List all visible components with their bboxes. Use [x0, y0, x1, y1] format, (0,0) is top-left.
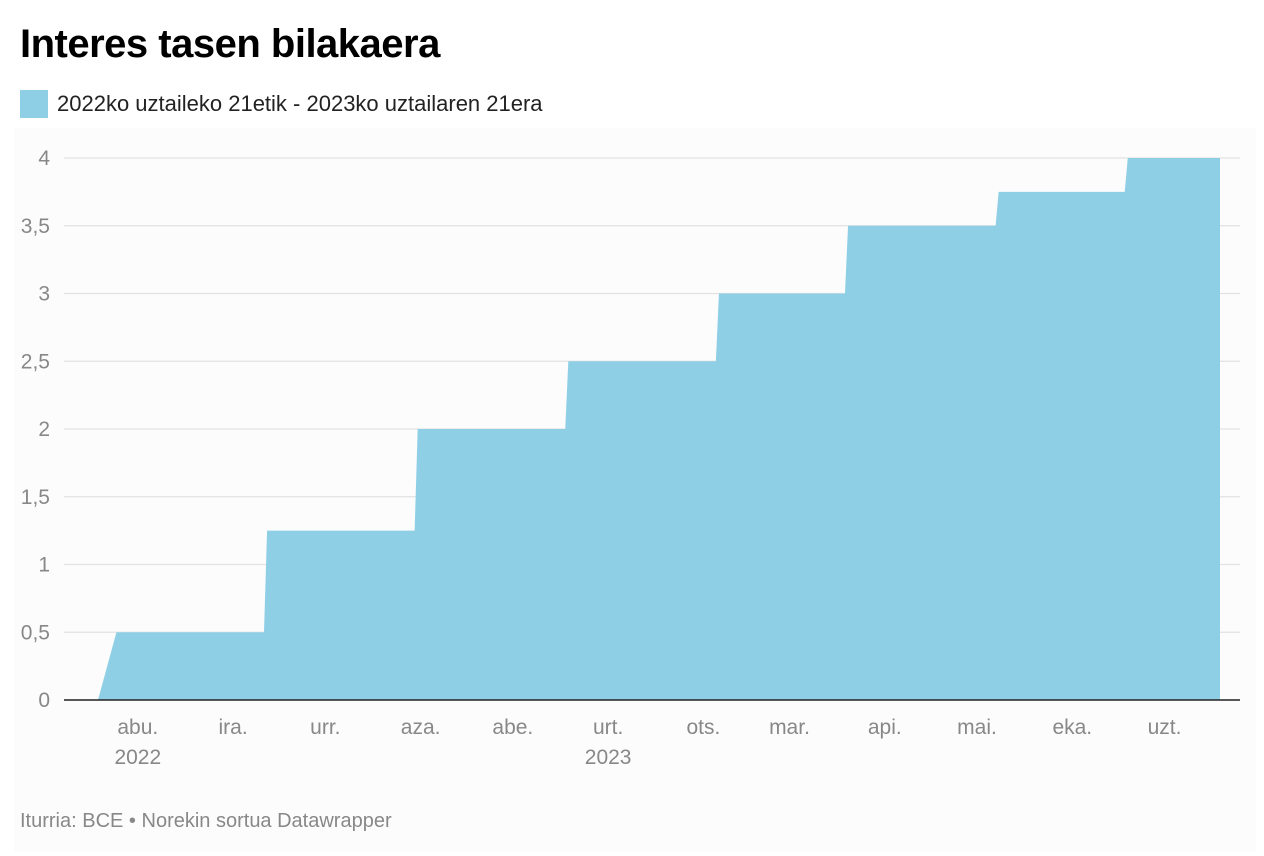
x-tick-label: abe.	[492, 716, 533, 739]
legend-label: 2022ko uztaileko 21etik - 2023ko uztaila…	[57, 91, 543, 116]
y-tick-label: 1	[38, 554, 50, 577]
chart-legend: 2022ko uztaileko 21etik - 2023ko uztaila…	[20, 89, 543, 119]
chart-title: Interes tasen bilakaera	[20, 22, 440, 66]
x-tick-label: abu.	[117, 716, 158, 739]
x-tick-label: eka.	[1052, 716, 1092, 739]
y-tick-label: 3	[38, 283, 50, 306]
x-tick-label: urt.	[593, 716, 623, 739]
legend-swatch	[20, 90, 48, 118]
x-tick-label: aza.	[401, 716, 441, 739]
footer-separator: •	[128, 810, 136, 832]
chart-footer: Iturria: BCE • Norekin sortua Datawrappe…	[20, 810, 392, 833]
y-tick-label: 0,5	[21, 621, 50, 644]
y-tick-label: 0	[38, 689, 50, 712]
series-area	[98, 158, 1220, 700]
y-tick-label: 3,5	[21, 215, 50, 238]
y-tick-label: 2,5	[21, 350, 50, 373]
x-tick-year-label: 2023	[585, 746, 632, 769]
y-tick-label: 4	[38, 147, 50, 170]
x-tick-year-label: 2022	[114, 746, 161, 769]
x-tick-label: mar.	[769, 716, 810, 739]
source-text: Iturria: BCE	[20, 810, 124, 832]
x-tick-label: ots.	[686, 716, 720, 739]
x-tick-label: ira.	[219, 716, 248, 739]
x-tick-label: api.	[868, 716, 902, 739]
x-tick-label: mai.	[957, 716, 997, 739]
y-tick-label: 2	[38, 418, 50, 441]
x-tick-label: urr.	[310, 716, 340, 739]
x-tick-label: uzt.	[1148, 716, 1182, 739]
credit-text: Norekin sortua Datawrapper	[141, 810, 392, 832]
y-tick-label: 1,5	[21, 486, 50, 509]
